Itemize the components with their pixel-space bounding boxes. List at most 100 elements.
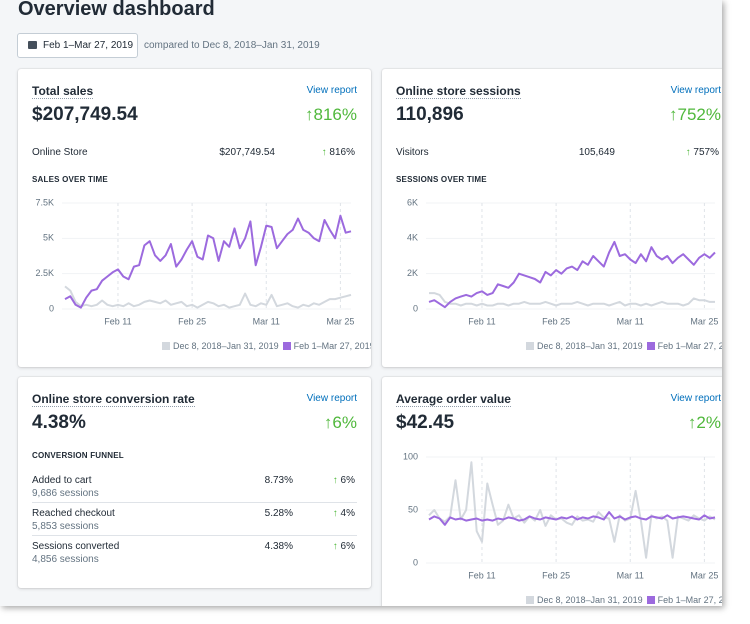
x-tick-label: Feb 11 — [468, 316, 495, 326]
view-report[interactable]: View report — [306, 85, 357, 96]
legend-label: Dec 8, 2018–Jan 31, 2019 — [173, 341, 279, 351]
chart: 0 2.5K 5K 7.5K Feb 11 Feb 25 Mar 11 Mar 25 Dec 8… — [18, 195, 371, 365]
funnel-label: Reached checkout — [32, 508, 115, 519]
x-tick-label: Feb 11 — [104, 316, 131, 326]
calendar-icon — [28, 41, 37, 49]
change: ↑816% — [305, 105, 357, 125]
card: Total sales View report $207,749.54 ↑816… — [18, 69, 371, 367]
y-tick-label: 50 — [408, 504, 418, 514]
funnel-change: ↑ 6% — [333, 541, 355, 552]
change-value: 757% — [693, 147, 719, 158]
arrow: ↑ — [323, 413, 333, 432]
funnel-rate: 8.73% — [264, 475, 293, 486]
x-tick-label: Mar 25 — [690, 316, 718, 326]
card: Average order value View report $42.45 ↑… — [382, 377, 722, 606]
row-change: ↑ 816% — [322, 147, 355, 158]
legend-swatch — [646, 596, 655, 604]
view-report[interactable]: View report — [670, 393, 721, 404]
x-tick-label: Mar 25 — [326, 316, 354, 326]
series-line — [428, 461, 716, 559]
metric: 110,896 — [396, 104, 464, 125]
section-title: SALES OVER TIME — [32, 175, 108, 184]
legend-label: Dec 8, 2018–Jan 31, 2019 — [537, 595, 643, 605]
change-value: 752% — [677, 105, 721, 124]
row-label: Visitors — [396, 147, 429, 158]
y-tick-label: 2.5K — [35, 268, 54, 278]
chart-plot: 0 2.5K 5K 7.5K Feb 11 Feb 25 Mar 11 Mar 25 — [35, 197, 354, 326]
card-title: Average order value — [396, 392, 511, 407]
row-label: Online Store — [32, 147, 88, 158]
funnel-change: ↑ 6% — [333, 475, 355, 486]
arrow: ↑ — [305, 105, 314, 124]
change: ↑2% — [688, 413, 721, 433]
legend-swatch — [646, 342, 655, 350]
series-line — [64, 214, 352, 309]
chart-plot: 0 50 100 Feb 11 Feb 25 Mar 11 Mar 25 — [403, 451, 718, 580]
date-picker[interactable]: Feb 1–Mar 27, 2019 — [17, 33, 138, 58]
section-title: SESSIONS OVER TIME — [396, 175, 487, 184]
x-tick-label: Mar 11 — [617, 570, 644, 580]
funnel-label: Added to cart — [32, 475, 92, 486]
separator — [32, 535, 357, 536]
y-tick-label: 4K — [407, 233, 418, 243]
y-tick-label: 0 — [413, 557, 418, 567]
series-line — [64, 285, 352, 309]
funnel-sessions: 5,853 sessions — [32, 521, 99, 532]
arrow: ↑ — [321, 147, 330, 158]
y-tick-label: 6K — [407, 197, 418, 207]
change-value: 4% — [340, 508, 355, 519]
y-tick-label: 5K — [43, 233, 54, 243]
legend-swatch — [282, 342, 291, 350]
funnel-change: ↑ 4% — [333, 508, 355, 519]
legend: Dec 8, 2018–Jan 31, 2019 Feb 1–Mar 27, 20… — [522, 595, 722, 605]
section-title: CONVERSION FUNNEL — [32, 451, 124, 460]
funnel-sessions: 9,686 sessions — [32, 488, 99, 499]
metric: $42.45 — [396, 412, 455, 433]
change-value: 6% — [340, 541, 355, 552]
y-tick-label: 100 — [403, 451, 418, 461]
x-tick-label: Feb 25 — [178, 316, 206, 326]
legend-swatch — [526, 596, 534, 604]
date-range: Feb 1–Mar 27, 2019 — [43, 40, 134, 51]
change-value: 816% — [313, 105, 357, 124]
metric: 4.38% — [32, 412, 86, 433]
change-value: 6% — [340, 475, 355, 486]
card-title: Online store sessions — [396, 84, 521, 99]
chart-plot: 0 2K 4K 6K Feb 11 Feb 25 Mar 11 Mar 25 — [407, 197, 718, 326]
y-tick-label: 0 — [413, 303, 418, 313]
comparison: compared to Dec 8, 2018–Jan 31, 2019 — [144, 40, 320, 51]
arrow: ↑ — [687, 413, 697, 432]
funnel-rate: 5.28% — [264, 508, 293, 519]
change-value: 816% — [329, 147, 355, 158]
x-tick-label: Feb 11 — [468, 570, 495, 580]
x-tick-label: Mar 11 — [253, 316, 280, 326]
series-line — [428, 240, 716, 309]
funnel-rate: 4.38% — [264, 541, 293, 552]
legend-swatch — [162, 342, 170, 350]
card: Online store conversion rate View report… — [18, 377, 371, 588]
chart: 0 2K 4K 6K Feb 11 Feb 25 Mar 11 Mar 25 Dec 8, 20… — [382, 195, 722, 365]
funnel-label: Sessions converted — [32, 541, 120, 552]
card: Online store sessions View report 110,89… — [382, 69, 722, 367]
legend: Dec 8, 2018–Jan 31, 2019 Feb 1–Mar 27, 20… — [158, 341, 371, 351]
view-report[interactable]: View report — [670, 85, 721, 96]
y-tick-label: 2K — [407, 268, 418, 278]
x-tick-label: Feb 25 — [542, 570, 570, 580]
view-report[interactable]: View report — [306, 393, 357, 404]
arrow: ↑ — [669, 105, 678, 124]
y-tick-label: 7.5K — [35, 197, 54, 207]
legend-label: Feb 1–Mar 27, 2019 — [293, 341, 371, 351]
funnel-sessions: 4,856 sessions — [32, 554, 99, 565]
metric: $207,749.54 — [32, 104, 138, 125]
series-line — [429, 292, 715, 307]
change-value: 2% — [696, 413, 721, 432]
row-value: 105,649 — [578, 147, 615, 158]
change-value: 6% — [332, 413, 357, 432]
change: ↑6% — [324, 413, 357, 433]
row-change: ↑ 757% — [686, 147, 719, 158]
arrow: ↑ — [332, 508, 341, 519]
row-value: $207,749.54 — [219, 147, 275, 158]
y-tick-label: 0 — [49, 303, 54, 313]
legend-swatch — [526, 342, 534, 350]
